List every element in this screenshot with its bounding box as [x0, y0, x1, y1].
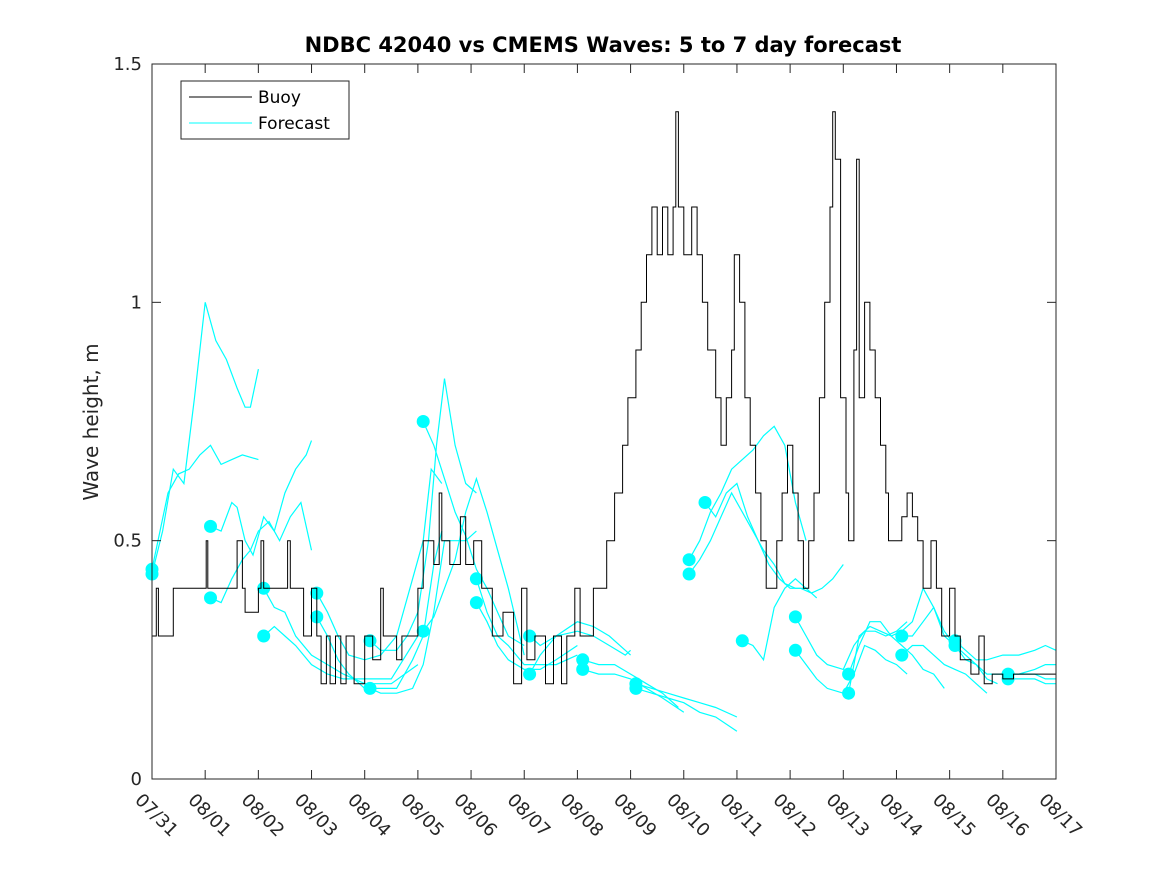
y-tick-label: 1 [131, 292, 142, 313]
legend-box [180, 80, 350, 140]
forecast-line [529, 621, 632, 656]
forecast-line [688, 425, 807, 560]
forecast-start-marker [416, 624, 430, 638]
buoy-line [152, 111, 1056, 685]
forecast-line [529, 630, 632, 675]
forecast-line [210, 440, 313, 557]
forecast-start-marker [682, 567, 696, 581]
forecast-start-marker [416, 415, 430, 428]
forecast-start-marker [576, 662, 590, 676]
chart-title: NDBC 42040 vs CMEMS Waves: 5 to 7 day fo… [305, 33, 902, 57]
forecast-start-marker [788, 610, 802, 624]
forecast-line [742, 577, 818, 662]
plot-area [152, 64, 1056, 779]
forecast-start-marker [895, 648, 909, 662]
forecast-line [635, 683, 738, 718]
forecast-line [582, 668, 685, 713]
legend: Buoy Forecast [180, 80, 350, 140]
forecast-line [954, 640, 1057, 661]
forecast-line [263, 625, 419, 680]
forecast-line [210, 501, 313, 604]
forecast-start-marker [523, 667, 537, 681]
forecast-line [316, 530, 443, 690]
y-axis: 0 0.5 1 1.5 [113, 54, 1056, 790]
forecast-start-marker [576, 653, 590, 667]
forecast-start-marker [788, 643, 802, 657]
legend-buoy-label: Buoy [258, 88, 301, 108]
y-tick-label: 0 [131, 769, 142, 790]
forecast-line [901, 644, 988, 694]
forecast-start-marker [895, 629, 909, 643]
forecast-start-marker [204, 519, 217, 533]
forecast-line [422, 476, 525, 656]
forecast-start-marker [469, 572, 483, 586]
buoy-series [152, 111, 1056, 685]
forecast-start-marker [735, 634, 749, 648]
y-tick-label: 0.5 [113, 531, 142, 552]
forecast-line [151, 444, 259, 570]
forecast-line [848, 625, 945, 694]
forecast-start-marker [469, 596, 483, 610]
forecast-line [263, 588, 419, 685]
forecast-start-marker [257, 629, 271, 643]
forecast-line [1008, 678, 1056, 685]
forecast-start-marker [523, 629, 537, 643]
forecast-start-marker [698, 496, 712, 509]
forecast-start-marker [363, 681, 377, 695]
forecast-line [704, 482, 844, 594]
forecast-start-marker [363, 634, 377, 648]
forecast-start-marker [948, 639, 962, 652]
forecast-line [151, 302, 259, 575]
legend-forecast-label: Forecast [258, 114, 330, 134]
plot-frame [151, 63, 1057, 780]
y-axis-label: Wave height, m [79, 343, 103, 500]
forecast-start-marker [629, 681, 643, 695]
y-tick-label: 1.5 [113, 54, 142, 75]
forecast-line [635, 687, 738, 732]
forecast-start-marker [842, 686, 856, 700]
forecast-start-marker [204, 591, 217, 605]
forecast-line [582, 659, 679, 708]
forecast-start-marker [682, 553, 696, 567]
